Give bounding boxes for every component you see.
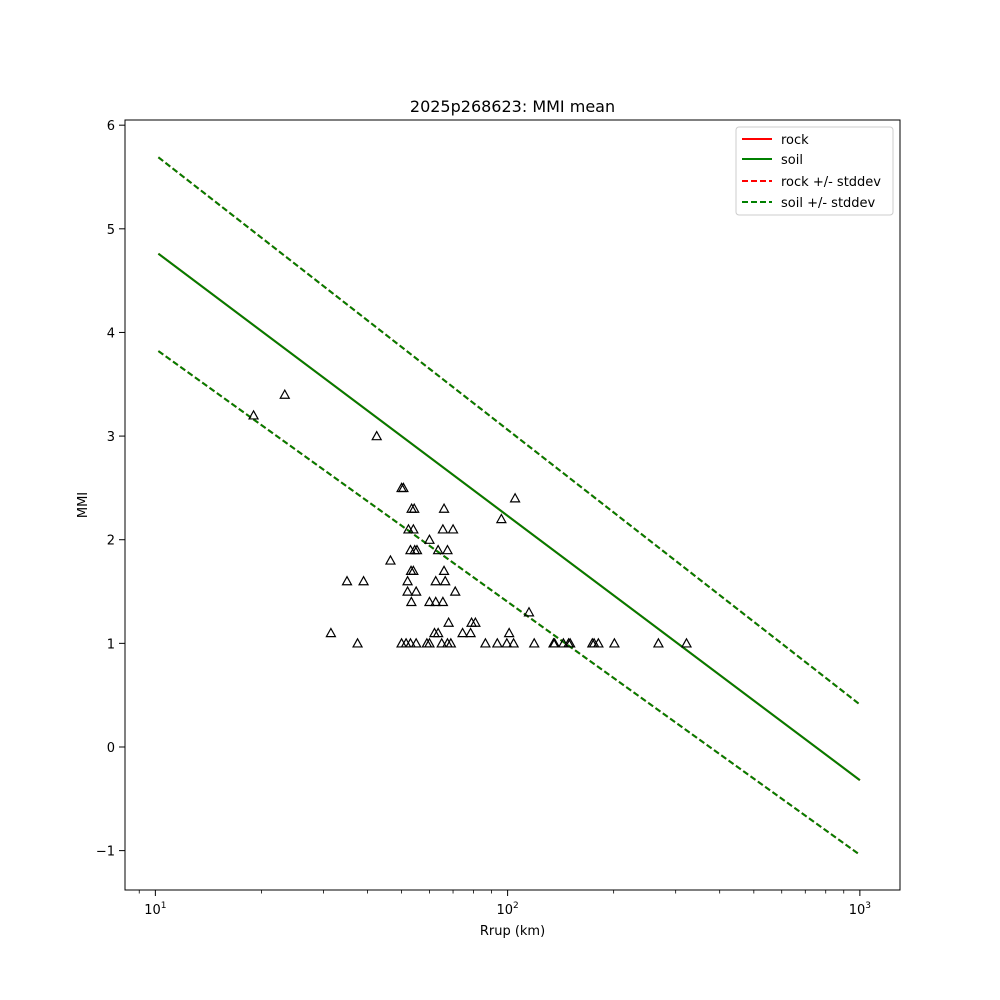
data-point <box>439 575 451 586</box>
data-point <box>479 637 491 648</box>
data-point <box>441 544 454 555</box>
legend-label-soil: soil <box>781 153 803 168</box>
data-point <box>423 637 435 648</box>
data-point <box>397 482 409 493</box>
legend-box <box>735 126 894 216</box>
data-point <box>404 637 417 648</box>
data-point <box>449 585 461 596</box>
data-point <box>408 502 420 513</box>
y-axis: −1 0 1 2 3 4 5 6 <box>96 119 125 860</box>
legend-label-soil-stddev: soil +/- stddev <box>781 196 876 211</box>
data-point <box>469 616 481 627</box>
x-tick-label: 103 <box>849 901 871 918</box>
data-point <box>423 533 435 544</box>
y-axis-label: MMI <box>76 492 91 518</box>
data-point <box>371 430 383 441</box>
data-point <box>402 575 414 586</box>
data-point <box>549 637 561 648</box>
data-point <box>495 513 507 524</box>
data-point <box>423 596 435 607</box>
points-layer <box>248 388 693 648</box>
data-point <box>407 523 419 534</box>
x-tick-label: 101 <box>144 901 166 918</box>
chart-title: 2025p268623: MMI mean <box>410 97 615 116</box>
data-point <box>438 565 450 576</box>
legend: rock soil rock +/- stddev soil +/- stdde… <box>735 126 894 216</box>
x-axis-label: Rrup (km) <box>480 924 545 939</box>
data-point <box>405 596 417 607</box>
data-point <box>501 637 513 648</box>
data-point <box>447 523 459 534</box>
y-tick-label: 1 <box>107 637 115 652</box>
data-point <box>279 388 291 399</box>
data-point <box>438 502 450 513</box>
data-point <box>509 492 521 503</box>
data-point <box>652 637 664 648</box>
data-point <box>457 627 469 638</box>
plot-frame <box>124 119 901 891</box>
data-point <box>430 596 442 607</box>
y-tick-label: 0 <box>107 741 115 756</box>
y-tick-label: 5 <box>107 223 115 238</box>
y-tick-label: 2 <box>107 534 115 549</box>
data-point <box>608 637 620 648</box>
data-point <box>410 637 422 648</box>
data-point <box>443 616 455 627</box>
series-line-soil <box>157 252 861 781</box>
data-point <box>557 637 569 648</box>
data-point <box>491 637 503 648</box>
y-tick-label: 6 <box>107 119 115 134</box>
data-point <box>410 585 422 596</box>
data-point <box>523 606 535 617</box>
data-point <box>680 637 693 648</box>
data-point <box>437 596 449 607</box>
legend-label-rock: rock <box>781 133 809 148</box>
data-point <box>352 637 364 648</box>
data-point <box>432 544 444 555</box>
data-point <box>430 575 442 586</box>
data-point <box>437 523 449 534</box>
data-point <box>508 637 520 648</box>
y-tick-label: 3 <box>107 430 115 445</box>
data-point <box>436 637 448 648</box>
data-point <box>411 544 423 555</box>
data-point <box>402 585 414 596</box>
data-point <box>325 627 337 638</box>
y-tick-label: 4 <box>107 326 115 341</box>
data-point <box>358 575 370 586</box>
x-axis: 101 102 103 <box>138 890 871 918</box>
data-point <box>503 627 515 638</box>
data-point <box>445 637 457 648</box>
data-point <box>407 565 419 576</box>
lines-layer <box>157 156 861 856</box>
series-line-soil-stddev-upper <box>157 156 861 706</box>
data-point <box>248 409 260 420</box>
data-point <box>465 627 477 638</box>
data-point <box>384 554 396 565</box>
y-tick-label: −1 <box>96 845 115 860</box>
data-point <box>564 637 576 648</box>
legend-label-rock-stddev: rock +/- stddev <box>781 175 881 190</box>
data-point <box>341 575 353 586</box>
data-point <box>592 637 604 648</box>
data-point <box>432 627 444 638</box>
data-point <box>528 637 540 648</box>
x-tick-label: 102 <box>496 901 518 918</box>
